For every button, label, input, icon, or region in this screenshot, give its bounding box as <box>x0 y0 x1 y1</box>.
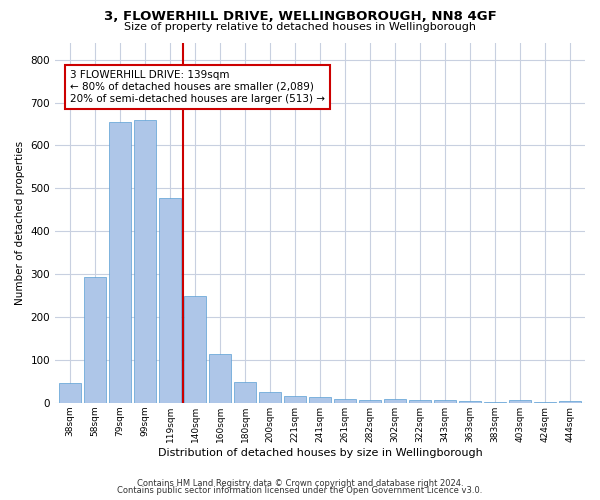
Text: Size of property relative to detached houses in Wellingborough: Size of property relative to detached ho… <box>124 22 476 32</box>
Bar <box>459 401 481 403</box>
Text: Contains HM Land Registry data © Crown copyright and database right 2024.: Contains HM Land Registry data © Crown c… <box>137 478 463 488</box>
Bar <box>284 396 306 403</box>
Bar <box>84 277 106 403</box>
X-axis label: Distribution of detached houses by size in Wellingborough: Distribution of detached houses by size … <box>158 448 482 458</box>
Bar <box>434 400 456 403</box>
Bar <box>309 397 331 403</box>
Bar <box>209 354 231 403</box>
Text: Contains public sector information licensed under the Open Government Licence v3: Contains public sector information licen… <box>118 486 482 495</box>
Bar <box>359 400 381 403</box>
Bar <box>559 401 581 403</box>
Bar <box>484 402 506 403</box>
Bar <box>109 122 131 403</box>
Bar <box>234 382 256 403</box>
Y-axis label: Number of detached properties: Number of detached properties <box>15 140 25 304</box>
Bar <box>384 400 406 403</box>
Bar <box>259 392 281 403</box>
Text: 3, FLOWERHILL DRIVE, WELLINGBOROUGH, NN8 4GF: 3, FLOWERHILL DRIVE, WELLINGBOROUGH, NN8… <box>104 10 496 23</box>
Bar <box>134 120 156 403</box>
Bar <box>409 400 431 403</box>
Text: 3 FLOWERHILL DRIVE: 139sqm
← 80% of detached houses are smaller (2,089)
20% of s: 3 FLOWERHILL DRIVE: 139sqm ← 80% of deta… <box>70 70 325 104</box>
Bar <box>509 400 531 403</box>
Bar <box>184 296 206 403</box>
Bar <box>159 198 181 403</box>
Bar <box>334 398 356 403</box>
Bar <box>534 402 556 403</box>
Bar <box>59 384 81 403</box>
